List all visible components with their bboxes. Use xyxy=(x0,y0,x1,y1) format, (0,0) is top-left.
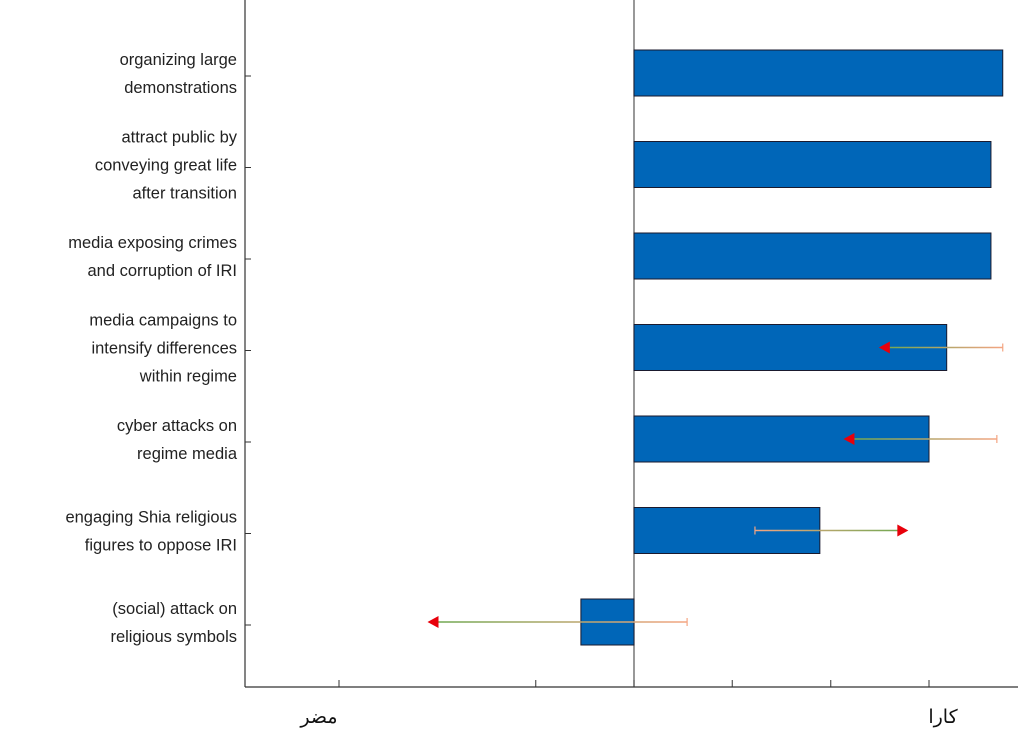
x-tick-label-1: کارا xyxy=(928,706,958,728)
x-tick-label-0: مضر xyxy=(299,706,337,728)
category-label-1-2: after transition xyxy=(132,185,237,203)
category-label-3-2: within regime xyxy=(139,368,237,386)
category-label-3-1: intensify differences xyxy=(91,340,237,358)
category-label-4-1: regime media xyxy=(137,445,238,463)
category-label-0-1: demonstrations xyxy=(124,79,237,97)
change-arrow-head-4 xyxy=(843,433,855,445)
category-label-6-1: religious symbols xyxy=(110,628,237,646)
category-label-0-0: organizing large xyxy=(120,51,237,69)
bar-1 xyxy=(633,141,992,188)
category-label-1-0: attract public by xyxy=(121,129,237,147)
change-arrow-head-5 xyxy=(897,524,909,537)
bar-0 xyxy=(633,49,1004,97)
plot-area: مضر کارا organizing large demonstrations att… xyxy=(65,0,1018,728)
category-label-5-1: figures to oppose IRI xyxy=(85,537,237,555)
change-arrow-head-6 xyxy=(427,616,439,628)
category-label-6-0: (social) attack on xyxy=(112,600,237,618)
category-label-2-0: media exposing crimes xyxy=(68,234,237,252)
category-label-5-0: engaging Shia religious xyxy=(65,509,237,527)
category-label-2-1: and corruption of IRI xyxy=(88,262,238,280)
change-arrow-head-3 xyxy=(878,341,890,354)
category-label-3-0: media campaigns to xyxy=(89,312,237,330)
category-label-1-1: conveying great life xyxy=(95,157,237,175)
bar-2 xyxy=(633,232,992,280)
category-label-4-0: cyber attacks on xyxy=(117,417,237,435)
